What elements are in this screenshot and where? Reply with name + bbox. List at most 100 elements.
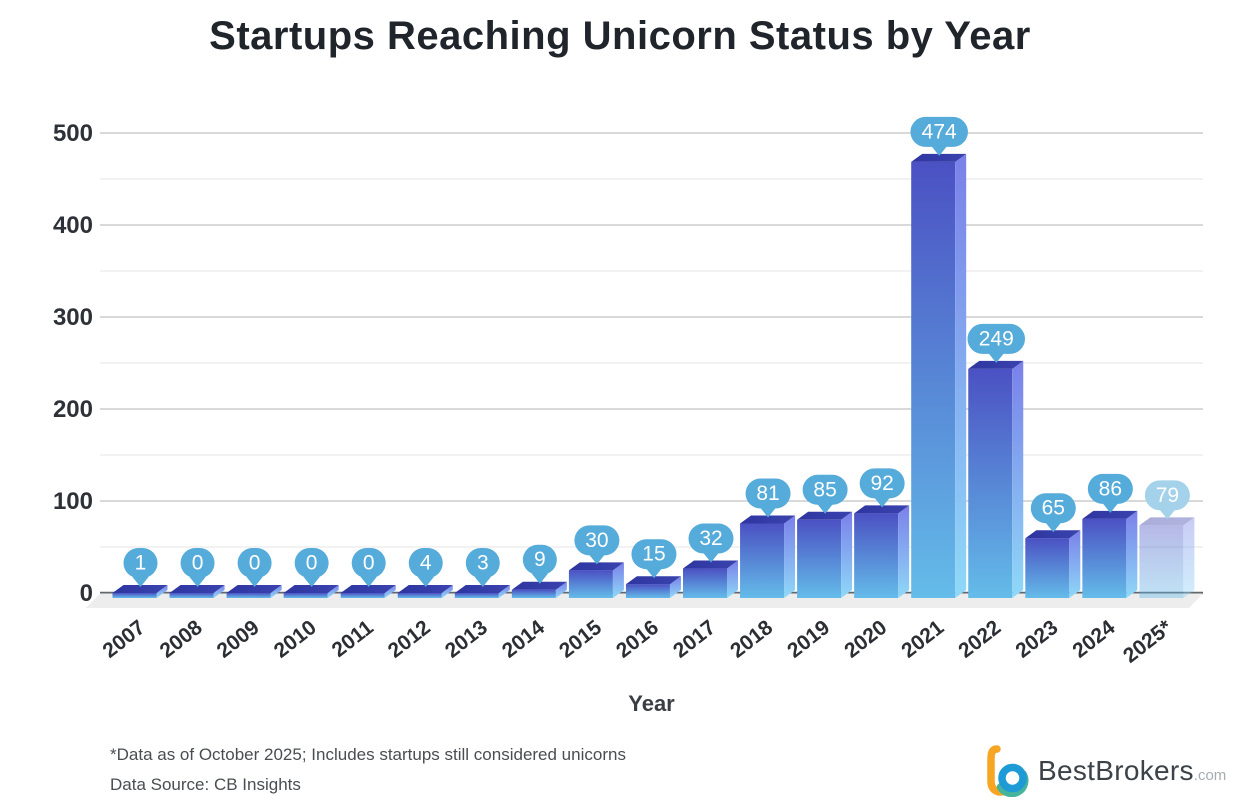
bar-front-face: [112, 593, 157, 598]
bar-front-face: [454, 593, 499, 598]
bar-front-face: [397, 593, 442, 598]
value-bubble: 81: [745, 478, 791, 518]
x-tick-label: 2017: [669, 616, 720, 663]
logo-suffix-text: .com: [1193, 767, 1227, 784]
bar-front-face: [797, 519, 842, 598]
x-tick-label: 2008: [156, 616, 207, 663]
bestbrokers-logo[interactable]: BestBrokers .com: [984, 745, 1226, 797]
bar-group-2011: [340, 585, 396, 598]
bar-top-face: [454, 585, 510, 593]
value-bubble: 86: [1087, 473, 1133, 513]
bar-chart: 0100200300400500120070200802009020100201…: [53, 116, 1203, 668]
value-label: 0: [306, 552, 318, 575]
bar-side-face: [1183, 517, 1195, 598]
value-label: 9: [534, 548, 546, 571]
bar-top-face: [854, 505, 910, 514]
bar-group-2017: [683, 560, 738, 598]
bar-group-2007: [112, 585, 168, 598]
value-label: 81: [756, 482, 779, 505]
x-tick-label: 2016: [612, 616, 663, 663]
x-tick-label: 2010: [270, 616, 321, 663]
x-tick-label: 2023: [1011, 616, 1062, 663]
value-bubble: 4: [408, 548, 443, 587]
bar-side-face: [841, 511, 853, 598]
footnote-line-1: *Data as of October 2025; Includes start…: [110, 745, 626, 764]
bar-front-face: [683, 568, 727, 598]
footnote-line-2: Data Source: CB Insights: [110, 775, 301, 794]
y-tick-label: 200: [53, 396, 93, 423]
bar-group-2022: [968, 360, 1024, 598]
bar-front-face: [283, 593, 328, 598]
bar-group-2019: [797, 511, 853, 598]
bar-group-2016: [625, 576, 681, 598]
x-axis-title: Year: [628, 691, 675, 716]
bar-side-face: [955, 153, 967, 599]
value-label: 79: [1156, 484, 1179, 507]
bar-group-2014: [511, 581, 567, 598]
value-label: 65: [1042, 497, 1065, 520]
value-label: 15: [642, 543, 665, 566]
x-tick-label: 2011: [328, 616, 378, 662]
bar-top-face: [683, 560, 738, 569]
value-bubble: 0: [237, 548, 272, 587]
bar-top-face: [740, 515, 796, 524]
bar-side-face: [384, 585, 396, 598]
bar-group-2010: [283, 585, 339, 598]
bar-side-face: [727, 560, 738, 598]
x-tick-label: 2013: [441, 616, 492, 663]
bar-front-face: [911, 161, 956, 599]
value-bubble: 85: [802, 474, 848, 514]
bar-group-2013: [454, 585, 510, 598]
value-bubble: 65: [1030, 493, 1076, 533]
bar-top-face: [283, 585, 339, 593]
value-bubble: 30: [574, 525, 620, 565]
bar-top-face: [1139, 517, 1195, 526]
bar-side-face: [555, 581, 567, 598]
x-tick-label: 2009: [213, 616, 264, 663]
value-bubble: 0: [351, 548, 386, 587]
bar-group-2009: [226, 585, 282, 598]
x-tick-label: 2015: [555, 616, 606, 663]
bar-side-face: [612, 562, 624, 598]
bar-side-face: [213, 585, 225, 598]
bar-front-face: [968, 368, 1013, 598]
bar-group-2024: [1082, 510, 1138, 598]
bar-side-face: [898, 505, 910, 598]
x-tick-label: 2025*: [1119, 615, 1177, 667]
value-label: 85: [813, 478, 836, 501]
y-tick-label: 400: [53, 212, 93, 239]
value-label: 4: [420, 552, 432, 575]
x-tick-label: 2019: [783, 616, 834, 663]
value-bubble: 15: [631, 539, 677, 579]
value-label: 30: [585, 529, 608, 552]
bar-front-face: [740, 523, 785, 598]
value-label: 474: [922, 120, 957, 143]
bar-side-face: [498, 585, 510, 598]
x-tick-label: 2021: [897, 616, 948, 663]
bar-group-2020: [854, 505, 910, 598]
value-bubble: 92: [859, 468, 905, 508]
logo-brand-text: BestBrokers: [1038, 755, 1194, 786]
bar-top-face: [511, 581, 567, 590]
value-bubble: 0: [294, 548, 329, 587]
bar-side-face: [441, 585, 453, 598]
value-label: 3: [477, 552, 489, 575]
value-bubble: 474: [910, 116, 968, 156]
value-bubble: 1: [123, 548, 158, 587]
bar-front-face: [1025, 538, 1070, 598]
bar-top-face: [169, 585, 225, 593]
bar-side-face: [1012, 360, 1024, 598]
value-label: 249: [979, 327, 1014, 350]
value-bubble: 32: [688, 523, 734, 563]
bar-side-face: [669, 576, 681, 598]
bar-top-face: [911, 153, 967, 162]
bar-top-face: [625, 576, 681, 585]
value-bubble: 0: [180, 548, 215, 587]
bar-side-face: [327, 585, 339, 598]
x-tick-label: 2018: [726, 616, 777, 663]
bar-front-face: [625, 584, 670, 598]
bar-top-face: [112, 585, 168, 593]
value-label: 0: [363, 552, 375, 575]
bar-front-face: [854, 513, 899, 598]
bar-front-face: [1139, 525, 1184, 598]
